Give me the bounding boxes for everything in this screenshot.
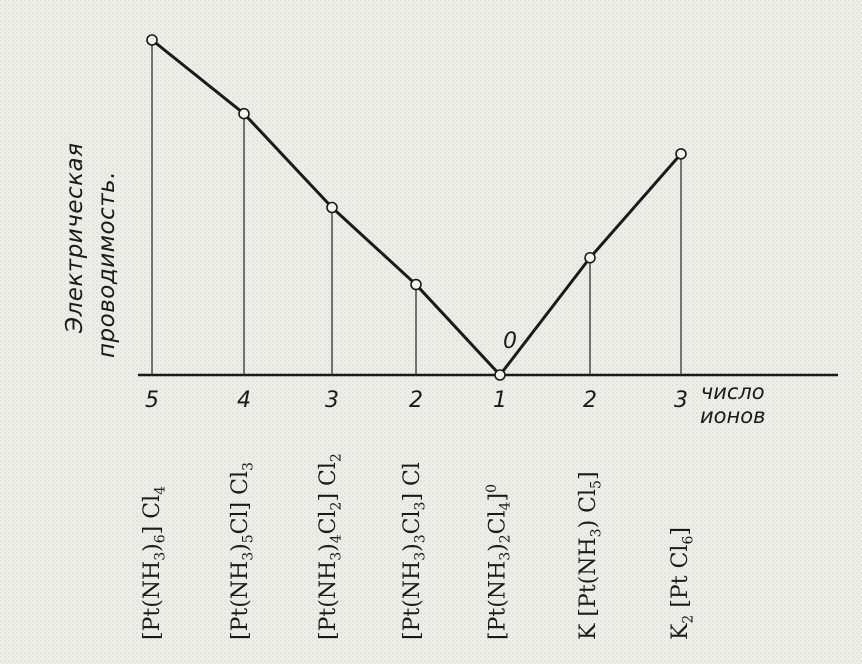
- y-axis-label: Электрическая проводимость.: [60, 108, 130, 378]
- data-point: [146, 34, 158, 46]
- x-tick-label: 2: [409, 388, 423, 413]
- compound-formula: [Pt(NH3)5Cl] Cl3: [228, 462, 257, 640]
- x-tick-label: 3: [325, 388, 339, 413]
- x-axis-unit-label: число ионов: [700, 380, 765, 428]
- data-point: [494, 369, 506, 381]
- x-tick-label: 4: [237, 388, 251, 413]
- compound-formula: [Pt(NH3)4Cl2] Cl2: [316, 453, 345, 640]
- zero-label: 0: [503, 329, 517, 354]
- data-point: [410, 278, 422, 291]
- compound-formula: [Pt(NH3)3Cl3] Cl: [400, 462, 429, 640]
- compound-formula: K [Pt(NH3) Cl5]: [576, 471, 605, 640]
- compound-formula: K2 [Pt Cl6]: [668, 527, 697, 640]
- x-axis-unit-line2: ионов: [700, 404, 766, 428]
- x-tick-label: 5: [145, 388, 159, 413]
- y-axis-label-line2: проводимость.: [94, 170, 120, 358]
- x-tick-label: 2: [583, 388, 597, 413]
- x-tick-label: 1: [493, 388, 507, 413]
- compound-formula: [Pt(NH3)2Cl4]0: [484, 484, 514, 640]
- data-point: [675, 148, 687, 160]
- x-axis-unit-line1: число: [700, 380, 765, 404]
- data-point: [326, 201, 338, 214]
- y-axis-label-line1: Электрическая: [62, 142, 88, 333]
- compound-formula: [Pt(NH3)6] Cl4: [140, 485, 169, 640]
- data-point: [238, 107, 250, 120]
- data-point: [584, 251, 596, 264]
- x-tick-label: 3: [674, 388, 688, 413]
